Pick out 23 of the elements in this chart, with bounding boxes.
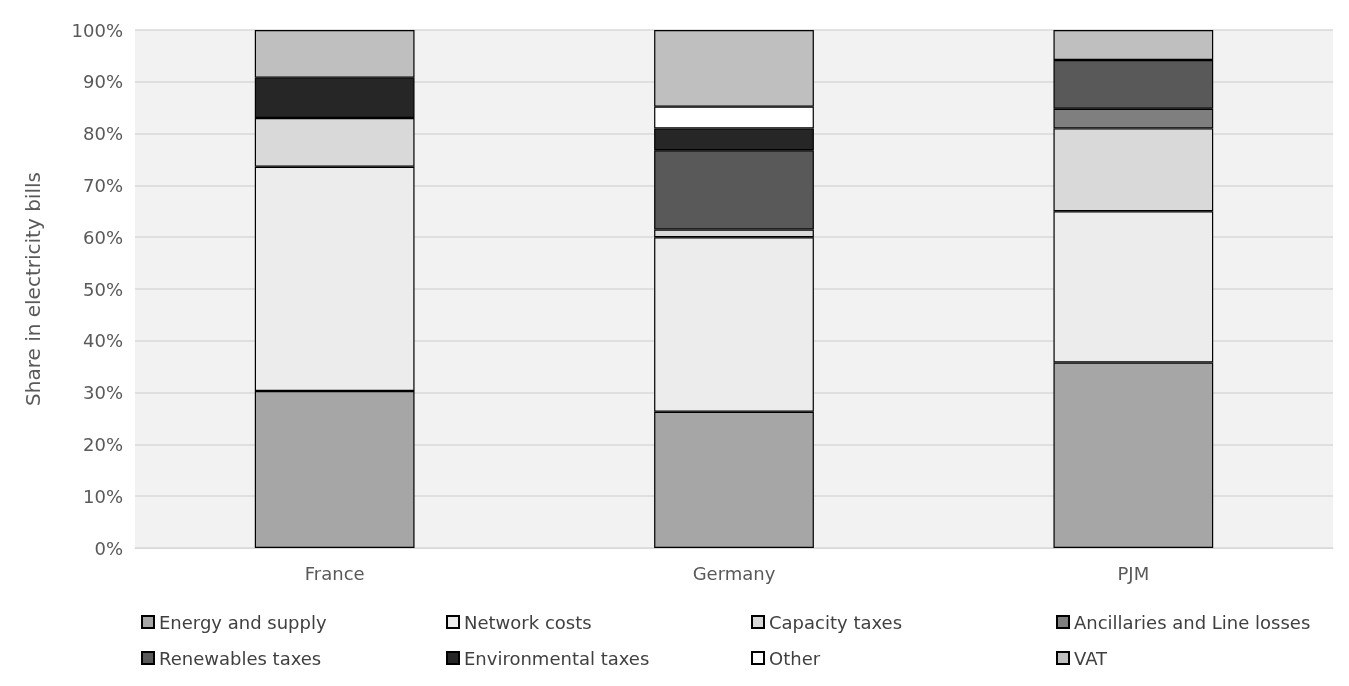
y-tick-label: 90% (82, 71, 123, 93)
legend-label: Capacity taxes (769, 611, 903, 633)
y-tick-label: 30% (82, 382, 123, 404)
y-tick-label: 100% (71, 19, 123, 41)
y-tick-label: 70% (82, 174, 123, 196)
x-tick-label: PJM (1117, 562, 1150, 584)
y-tick-label: 0% (94, 537, 123, 559)
legend-label: Ancillaries and Line losses (1074, 611, 1311, 633)
x-tick-label: Germany (692, 562, 776, 584)
y-tick-label: 40% (82, 330, 123, 352)
y-tick-label: 20% (82, 433, 123, 455)
y-axis-title: Share in electricity bills (21, 172, 45, 406)
legend-label: VAT (1074, 647, 1109, 669)
x-tick-label: France (304, 562, 365, 584)
legend-label: Network costs (464, 611, 592, 633)
legend-label: Other (769, 647, 821, 669)
legend-label: Energy and supply (159, 611, 327, 633)
y-tick-label: 50% (82, 278, 123, 300)
y-tick-label: 60% (82, 226, 123, 248)
y-tick-label: 80% (82, 123, 123, 145)
legend-label: Renewables taxes (159, 647, 322, 669)
y-tick-label: 10% (82, 485, 123, 507)
legend-label: Environmental taxes (464, 647, 650, 669)
